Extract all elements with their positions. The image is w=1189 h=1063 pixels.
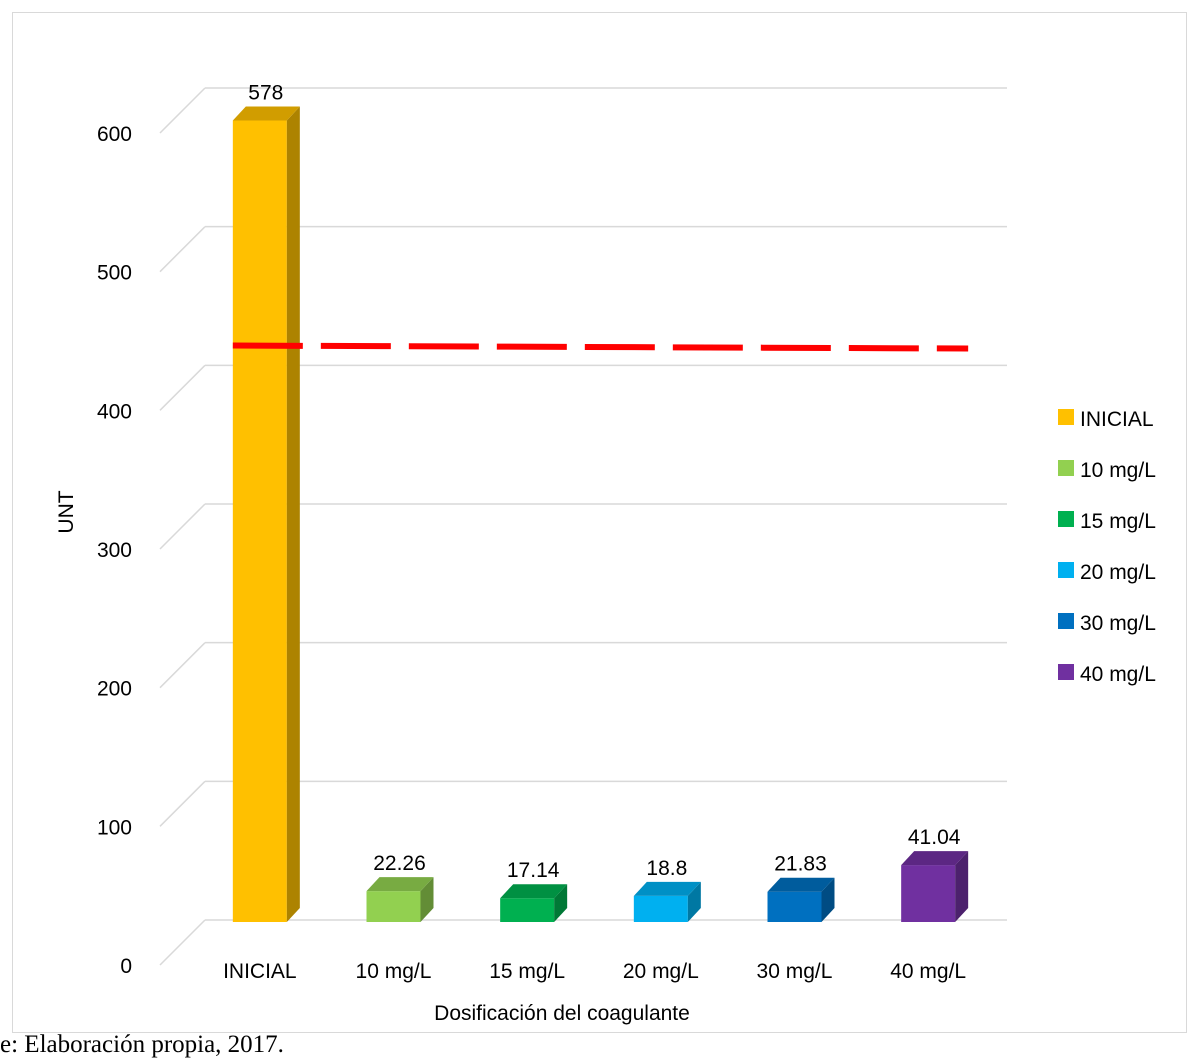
legend-item: 15 mg/L — [1058, 510, 1156, 533]
bar — [232, 106, 300, 923]
legend-item: 20 mg/L — [1058, 561, 1156, 584]
y-axis-ticks: 0 100 200 300 400 500 600 — [97, 123, 132, 978]
legend-swatch — [1058, 409, 1074, 425]
data-label: 578 — [248, 82, 283, 105]
legend-label: 30 mg/L — [1080, 612, 1156, 635]
legend-item: 40 mg/L — [1058, 663, 1156, 686]
legend-label: 20 mg/L — [1080, 561, 1156, 584]
data-label: 21.83 — [774, 853, 827, 876]
data-label: 17.14 — [507, 859, 560, 882]
gridline — [159, 780, 1007, 827]
bar — [767, 877, 835, 922]
bars — [232, 106, 969, 923]
x-tick-label: 15 mg/L — [489, 960, 565, 983]
source-note: e: Elaboración propia, 2017. — [0, 1031, 284, 1058]
legend-item: 30 mg/L — [1058, 612, 1156, 635]
reference-line — [232, 342, 969, 352]
legend-item: INICIAL — [1058, 408, 1154, 431]
y-tick-label: 0 — [120, 955, 132, 978]
data-label: 41.04 — [908, 826, 961, 849]
x-tick-label: 40 mg/L — [890, 960, 966, 983]
data-labels: 578 22.26 17.14 18.8 21.83 41.04 — [248, 82, 960, 883]
y-tick-label: 500 — [97, 262, 132, 285]
legend-label: 40 mg/L — [1080, 663, 1156, 686]
gridline — [159, 503, 1007, 550]
legend-swatch — [1058, 460, 1074, 476]
data-label: 18.8 — [646, 857, 687, 880]
reference-dashed-line — [232, 342, 969, 352]
bar — [633, 881, 701, 922]
bar — [366, 877, 434, 922]
legend-swatch — [1058, 664, 1074, 680]
legend-label: 10 mg/L — [1080, 459, 1156, 482]
bar — [901, 851, 969, 922]
x-axis-ticks: INICIAL 10 mg/L 15 mg/L 20 mg/L 30 mg/L 40 mg… — [223, 960, 966, 983]
gridline — [159, 225, 1007, 273]
bar — [500, 884, 568, 922]
x-tick-label: 20 mg/L — [623, 960, 699, 983]
gridline — [159, 919, 1007, 966]
y-tick-label: 100 — [97, 816, 132, 839]
gridline — [159, 364, 1007, 411]
legend-swatch — [1058, 613, 1074, 629]
gridline — [159, 641, 1007, 689]
x-tick-label: INICIAL — [223, 960, 297, 983]
x-axis-title: Dosificación del coagulante — [434, 1002, 690, 1025]
y-tick-label: 600 — [97, 123, 132, 146]
y-tick-label: 200 — [97, 678, 132, 701]
x-tick-label: 10 mg/L — [356, 960, 432, 983]
x-tick-label: 30 mg/L — [757, 960, 833, 983]
legend-item: 10 mg/L — [1058, 459, 1156, 482]
legend-swatch — [1058, 511, 1074, 527]
gridline — [159, 87, 1007, 134]
legend-label: 15 mg/L — [1080, 510, 1156, 533]
legend: INICIAL 10 mg/L 15 mg/L 20 mg/L 30 mg/L 40 mg… — [1058, 408, 1156, 686]
legend-swatch — [1058, 562, 1074, 578]
legend-label: INICIAL — [1080, 408, 1154, 431]
gridlines — [159, 87, 1007, 966]
turbidity-bar-chart: 578 22.26 17.14 18.8 21.83 41.04 0 100 200 300 40… — [55, 82, 1156, 1025]
data-label: 22.26 — [373, 852, 426, 875]
y-tick-label: 300 — [97, 539, 132, 562]
y-axis-title: UNT — [55, 490, 78, 533]
chart-frame — [12, 12, 1187, 1033]
y-tick-label: 400 — [97, 400, 132, 423]
